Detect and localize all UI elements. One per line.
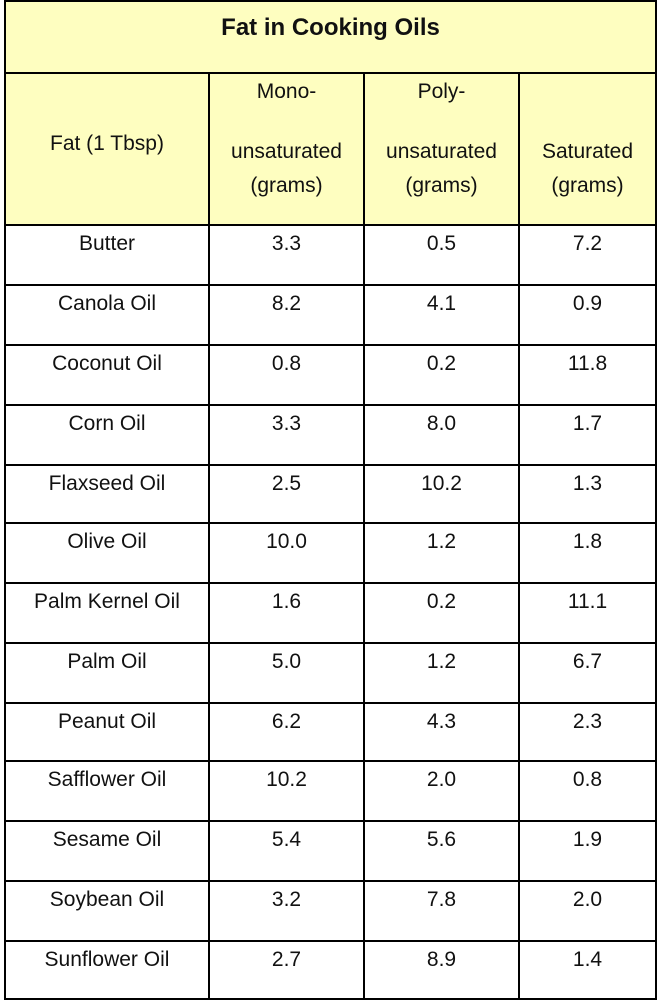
table-row: Coconut Oil 0.8 0.2 11.8 — [6, 346, 655, 406]
column-header-poly-line3: (grams) — [405, 174, 478, 197]
table-row: Corn Oil 3.3 8.0 1.7 — [6, 406, 655, 466]
table-row: Peanut Oil 6.2 4.3 2.3 — [6, 704, 655, 762]
cell-saturated-value: 2.3 — [572, 710, 603, 733]
cell-fat-name: Butter — [6, 226, 210, 284]
table-row: Butter 3.3 0.5 7.2 — [6, 226, 655, 286]
cell-fat-name: Soybean Oil — [6, 882, 210, 940]
cell-mono-value: 10.0 — [210, 524, 365, 582]
cell-fat-name: Sesame Oil — [6, 822, 210, 880]
cell-mono-value: 0.8 — [210, 346, 365, 404]
cell-fat-name: Olive Oil — [6, 524, 210, 582]
table-title: Fat in Cooking Oils — [221, 14, 440, 41]
cell-saturated-value: 11.1 — [567, 590, 608, 613]
cell-saturated-value: 7.2 — [572, 232, 603, 255]
cell-fat-name: Corn Oil — [6, 406, 210, 464]
column-header-mono-line1: Mono- — [256, 80, 317, 103]
cell-poly-value: 0.2 — [365, 346, 520, 404]
cell-mono-value: 3.3 — [210, 406, 365, 464]
cell-fat-name: Peanut Oil — [6, 704, 210, 760]
cell-saturated-value: 0.9 — [572, 292, 603, 315]
column-header-poly: Poly- unsaturated (grams) — [365, 74, 520, 224]
table-row: Canola Oil 8.2 4.1 0.9 — [6, 286, 655, 346]
cell-poly-value: 4.3 — [365, 704, 520, 760]
cell-poly-value: 1.2 — [365, 524, 520, 582]
table-row: Flaxseed Oil 2.5 10.2 1.3 — [6, 466, 655, 524]
column-header-poly-line1: Poly- — [417, 80, 466, 103]
column-header-mono: Mono- unsaturated (grams) — [210, 74, 365, 224]
cell-saturated-value: 1.3 — [572, 472, 603, 495]
cell-fat-name: Coconut Oil — [6, 346, 210, 404]
cell-mono-value: 6.2 — [210, 704, 365, 760]
column-header-poly-line2: unsaturated — [386, 140, 497, 163]
column-header-mono-line3: (grams) — [250, 174, 323, 197]
cell-mono-value: 1.6 — [210, 584, 365, 642]
table-row: Palm Kernel Oil 1.6 0.2 11.1 — [6, 584, 655, 644]
cell-mono-value: 10.2 — [210, 762, 365, 820]
column-header-saturated: Saturated (grams) — [520, 74, 655, 224]
cell-saturated-value: 1.9 — [572, 828, 603, 851]
cell-saturated-value: 6.7 — [572, 650, 603, 673]
cell-mono-value: 3.2 — [210, 882, 365, 940]
cell-mono-value: 5.0 — [210, 644, 365, 702]
cell-poly-value: 5.6 — [365, 822, 520, 880]
column-header-saturated-line2: (grams) — [551, 174, 624, 197]
cell-saturated-value: 1.7 — [572, 412, 603, 435]
cell-saturated-value: 11.8 — [567, 352, 608, 375]
cell-fat-name: Flaxseed Oil — [6, 466, 210, 522]
cell-poly-value: 10.2 — [365, 466, 520, 522]
cell-fat-name: Sunflower Oil — [6, 942, 210, 998]
fat-table: Fat in Cooking Oils Fat (1 Tbsp) Mono- u… — [4, 0, 657, 1000]
column-header-mono-line2: unsaturated — [231, 140, 342, 163]
table-row: Sesame Oil 5.4 5.6 1.9 — [6, 822, 655, 882]
table-row: Palm Oil 5.0 1.2 6.7 — [6, 644, 655, 704]
column-header-fat-label: Fat (1 Tbsp) — [50, 132, 164, 155]
column-header-fat: Fat (1 Tbsp) — [6, 74, 210, 224]
cell-poly-value: 0.2 — [365, 584, 520, 642]
table-title-row: Fat in Cooking Oils — [6, 2, 655, 74]
cell-poly-value: 2.0 — [365, 762, 520, 820]
cell-saturated-value: 1.8 — [572, 530, 603, 553]
cell-poly-value: 8.0 — [365, 406, 520, 464]
cell-fat-name: Palm Kernel Oil — [6, 584, 210, 642]
cell-saturated-value: 0.8 — [572, 768, 603, 791]
table-header-row: Fat (1 Tbsp) Mono- unsaturated (grams) P… — [6, 74, 655, 226]
table-row: Soybean Oil 3.2 7.8 2.0 — [6, 882, 655, 942]
table-row: Safflower Oil 10.2 2.0 0.8 — [6, 762, 655, 822]
cell-fat-name: Canola Oil — [6, 286, 210, 344]
column-header-saturated-line1: Saturated — [541, 140, 634, 163]
table-row: Olive Oil 10.0 1.2 1.8 — [6, 524, 655, 584]
cell-poly-value: 7.8 — [365, 882, 520, 940]
cell-mono-value: 5.4 — [210, 822, 365, 880]
cell-saturated-value: 1.4 — [572, 948, 603, 971]
cell-poly-value: 4.1 — [365, 286, 520, 344]
cell-mono-value: 2.7 — [210, 942, 365, 998]
table-row: Sunflower Oil 2.7 8.9 1.4 — [6, 942, 655, 1000]
cell-mono-value: 8.2 — [210, 286, 365, 344]
cell-poly-value: 8.9 — [365, 942, 520, 998]
cell-saturated-value: 2.0 — [572, 888, 603, 911]
cell-poly-value: 0.5 — [365, 226, 520, 284]
cell-poly-value: 1.2 — [365, 644, 520, 702]
cell-fat-name: Palm Oil — [6, 644, 210, 702]
cell-mono-value: 3.3 — [210, 226, 365, 284]
cell-mono-value: 2.5 — [210, 466, 365, 522]
cell-fat-name: Safflower Oil — [6, 762, 210, 820]
